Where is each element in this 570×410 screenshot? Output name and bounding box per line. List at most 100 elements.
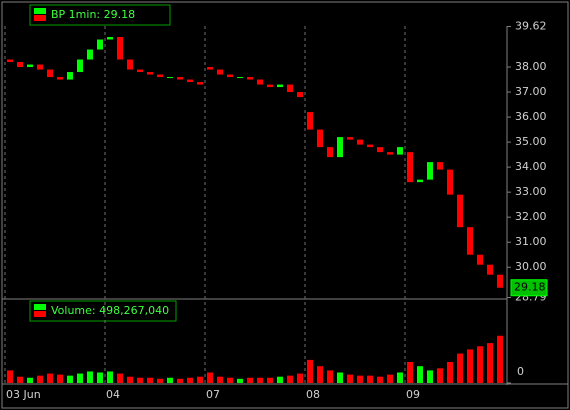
volume-bar <box>197 376 203 383</box>
last-price-label: 29.18 <box>514 281 546 294</box>
volume-bar <box>427 370 433 383</box>
volume-bar <box>277 376 283 383</box>
candle <box>137 69 143 73</box>
legend-down-swatch <box>34 15 46 21</box>
volume-bar <box>387 374 393 383</box>
candle <box>37 64 43 70</box>
candle <box>357 139 363 145</box>
candle <box>77 59 83 73</box>
candle <box>307 112 313 130</box>
candle <box>157 74 163 78</box>
volume-bar <box>27 377 33 383</box>
candle <box>377 147 383 153</box>
candle <box>117 37 123 60</box>
volume-bar <box>327 370 333 383</box>
volume-bar <box>347 374 353 383</box>
volume-bar <box>217 376 223 383</box>
x-tick-label: 09 <box>406 388 420 401</box>
price-legend-box <box>29 4 171 26</box>
volume-bar <box>447 362 453 383</box>
volume-bar <box>147 377 153 383</box>
candle <box>107 37 113 40</box>
candle <box>177 77 183 80</box>
y-tick-label: 30.00 <box>515 260 547 273</box>
volume-legend-box <box>29 300 177 322</box>
volume-bar <box>67 375 73 383</box>
legend-up-swatch <box>34 304 46 310</box>
y-tick-label: 32.00 <box>515 210 547 223</box>
candle <box>407 152 413 183</box>
candle <box>367 144 373 148</box>
y-tick-label: 31.00 <box>515 235 547 248</box>
candle <box>457 194 463 228</box>
candle <box>437 162 443 170</box>
x-tick-label: 08 <box>306 388 320 401</box>
volume-bar <box>477 346 483 383</box>
volume-bar <box>297 373 303 383</box>
candle <box>297 92 303 98</box>
candle <box>27 64 33 68</box>
volume-bar <box>57 374 63 383</box>
volume-bar <box>237 378 243 383</box>
candle <box>147 72 153 75</box>
volume-bar <box>87 371 93 383</box>
volume-bar <box>187 377 193 383</box>
candle <box>127 59 133 70</box>
candle <box>207 67 213 70</box>
y-tick-label: 0 <box>517 365 524 378</box>
candle <box>287 84 293 93</box>
volume-bar <box>127 376 133 383</box>
volume-bar <box>47 373 53 383</box>
volume-bar <box>397 372 403 383</box>
volume-bar <box>157 378 163 383</box>
candle <box>197 82 203 85</box>
volume-bar <box>7 370 13 383</box>
candle <box>167 77 173 79</box>
volume-bar <box>287 375 293 383</box>
candle <box>7 59 13 63</box>
volume-bar <box>357 375 363 383</box>
candle <box>277 84 283 88</box>
price-legend: BP 1min: 29.18 <box>51 8 135 21</box>
x-tick-label: 04 <box>106 388 120 401</box>
y-tick-label: 37.00 <box>515 85 547 98</box>
volume-bar <box>77 373 83 383</box>
candle <box>347 137 353 140</box>
volume-bar <box>17 376 23 383</box>
volume-bar <box>467 349 473 383</box>
volume-bar <box>437 368 443 383</box>
x-tick-label: 03 Jun <box>6 388 41 401</box>
volume-bar <box>487 343 493 383</box>
candle <box>257 79 263 85</box>
volume-bar <box>407 362 413 383</box>
volume-bar <box>417 366 423 383</box>
y-tick-label: 36.00 <box>515 110 547 123</box>
candle <box>47 69 53 78</box>
y-tick-label: 33.00 <box>515 185 547 198</box>
candle <box>497 274 503 288</box>
candle <box>467 227 473 255</box>
volume-bar <box>107 371 113 383</box>
candle <box>417 179 423 183</box>
candle <box>237 77 243 79</box>
candle <box>267 84 273 88</box>
volume-bar <box>97 372 103 383</box>
volume-bar <box>37 375 43 383</box>
volume-bar <box>337 372 343 383</box>
volume-bar <box>317 366 323 383</box>
candle <box>487 264 493 275</box>
volume-bar <box>497 335 503 383</box>
volume-bar <box>167 377 173 383</box>
volume-bar <box>207 372 213 383</box>
candle <box>227 74 233 78</box>
candle <box>477 254 483 265</box>
volume-legend: Volume: 498,267,040 <box>51 304 169 317</box>
candle <box>317 129 323 148</box>
y-tick-label: 39.62 <box>515 20 547 33</box>
volume-bar <box>307 359 313 383</box>
legend-down-swatch <box>34 311 46 317</box>
volume-bar <box>457 353 463 383</box>
candle <box>387 152 393 155</box>
y-tick-label: 34.00 <box>515 160 547 173</box>
